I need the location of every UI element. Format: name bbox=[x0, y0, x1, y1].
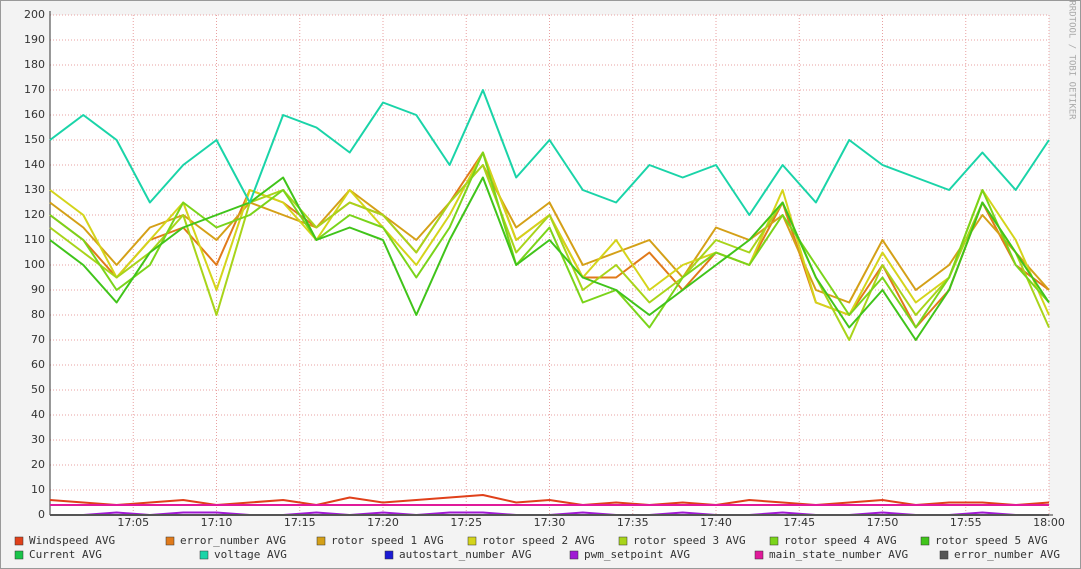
series-line bbox=[49, 151, 1050, 329]
legend-label: rotor speed 4 AVG bbox=[784, 534, 897, 547]
y-tick-label: 170 bbox=[24, 83, 45, 96]
y-tick-label: 20 bbox=[31, 458, 45, 471]
y-tick-label: 80 bbox=[31, 308, 45, 321]
x-tick-label: 17:35 bbox=[617, 516, 649, 529]
y-tick-label: 30 bbox=[31, 433, 45, 446]
y-tick-label: 120 bbox=[24, 208, 45, 221]
y-tick-label: 60 bbox=[31, 358, 45, 371]
legend-swatch bbox=[939, 550, 949, 560]
legend-swatch bbox=[14, 536, 24, 546]
y-tick-label: 50 bbox=[31, 383, 45, 396]
y-tick-label: 190 bbox=[24, 33, 45, 46]
series-line bbox=[49, 164, 1050, 304]
x-tick-label: 17:30 bbox=[534, 516, 566, 529]
y-tick-label: 150 bbox=[24, 133, 45, 146]
legend-label: rotor speed 5 AVG bbox=[935, 534, 1048, 547]
x-tick-label: 17:10 bbox=[201, 516, 233, 529]
legend-swatch bbox=[384, 550, 394, 560]
legend-label: main_state_number AVG bbox=[769, 548, 908, 561]
legend-label: error_number AVG bbox=[954, 548, 1060, 561]
y-tick-label: 200 bbox=[24, 8, 45, 21]
y-tick-label: 100 bbox=[24, 258, 45, 271]
legend-label: rotor speed 1 AVG bbox=[331, 534, 444, 547]
legend-label: Current AVG bbox=[29, 548, 102, 561]
legend-swatch bbox=[754, 550, 764, 560]
x-tick-label: 18:00 bbox=[1033, 516, 1065, 529]
legend-label: rotor speed 2 AVG bbox=[482, 534, 595, 547]
y-tick-label: 180 bbox=[24, 58, 45, 71]
x-tick-label: 17:50 bbox=[867, 516, 899, 529]
legend-swatch bbox=[316, 536, 326, 546]
x-tick-label: 17:05 bbox=[117, 516, 149, 529]
series-line bbox=[49, 176, 1050, 341]
y-tick-label: 10 bbox=[31, 483, 45, 496]
legend-swatch bbox=[467, 536, 477, 546]
y-tick-label: 140 bbox=[24, 158, 45, 171]
legend-swatch bbox=[769, 536, 779, 546]
legend-label: autostart_number AVG bbox=[399, 548, 531, 561]
x-tick-label: 17:15 bbox=[284, 516, 316, 529]
legend-label: pwm_setpoint AVG bbox=[584, 548, 690, 561]
legend-swatch bbox=[199, 550, 209, 560]
legend-label: error_number AVG bbox=[180, 534, 286, 547]
y-tick-label: 130 bbox=[24, 183, 45, 196]
series-line bbox=[49, 89, 1050, 216]
x-tick-label: 17:45 bbox=[783, 516, 815, 529]
y-tick-label: 40 bbox=[31, 408, 45, 421]
x-tick-label: 17:40 bbox=[700, 516, 732, 529]
legend-label: Windspeed AVG bbox=[29, 534, 115, 547]
side-text: RRDTOOL / TOBI OETIKER bbox=[1067, 0, 1077, 120]
x-tick-label: 17:20 bbox=[367, 516, 399, 529]
legend-label: rotor speed 3 AVG bbox=[633, 534, 746, 547]
legend-swatch bbox=[618, 536, 628, 546]
x-tick-label: 17:25 bbox=[450, 516, 482, 529]
y-tick-label: 160 bbox=[24, 108, 45, 121]
x-tick-label: 17:55 bbox=[950, 516, 982, 529]
y-tick-label: 110 bbox=[24, 233, 45, 246]
legend-swatch bbox=[165, 536, 175, 546]
legend-label: voltage AVG bbox=[214, 548, 287, 561]
y-tick-label: 90 bbox=[31, 283, 45, 296]
legend-swatch bbox=[569, 550, 579, 560]
y-tick-label: 0 bbox=[38, 508, 45, 521]
legend-swatch bbox=[14, 550, 24, 560]
legend-swatch bbox=[920, 536, 930, 546]
series-line bbox=[49, 164, 1050, 341]
y-tick-label: 70 bbox=[31, 333, 45, 346]
